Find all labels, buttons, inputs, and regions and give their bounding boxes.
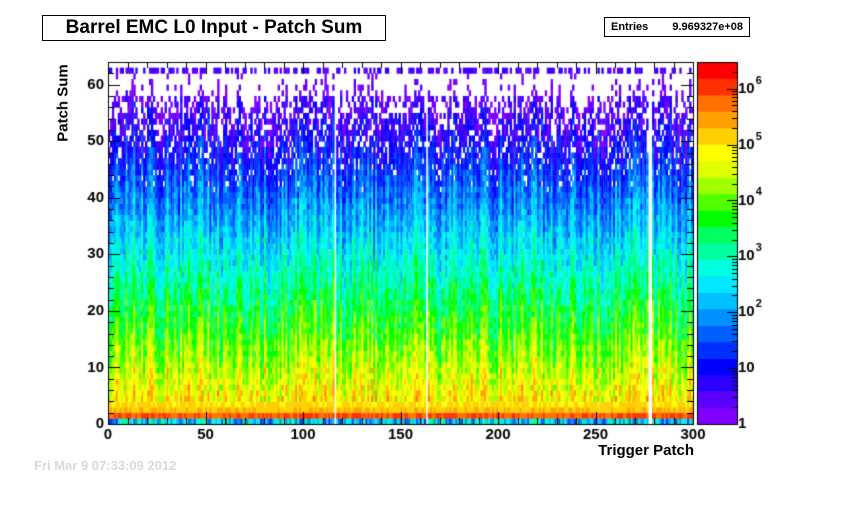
stats-value: 9.969327e+08 bbox=[672, 21, 743, 33]
plot-title: Barrel EMC L0 Input - Patch Sum bbox=[42, 15, 386, 41]
timestamp-faded: Fri Mar 9 07:33:09 2012 bbox=[34, 458, 177, 473]
stats-label: Entries bbox=[611, 21, 649, 33]
stats-box: Entries 9.969327e+08 bbox=[604, 17, 750, 37]
y-axis-title: Patch Sum bbox=[54, 64, 72, 142]
x-axis-title: Trigger Patch bbox=[598, 442, 694, 459]
